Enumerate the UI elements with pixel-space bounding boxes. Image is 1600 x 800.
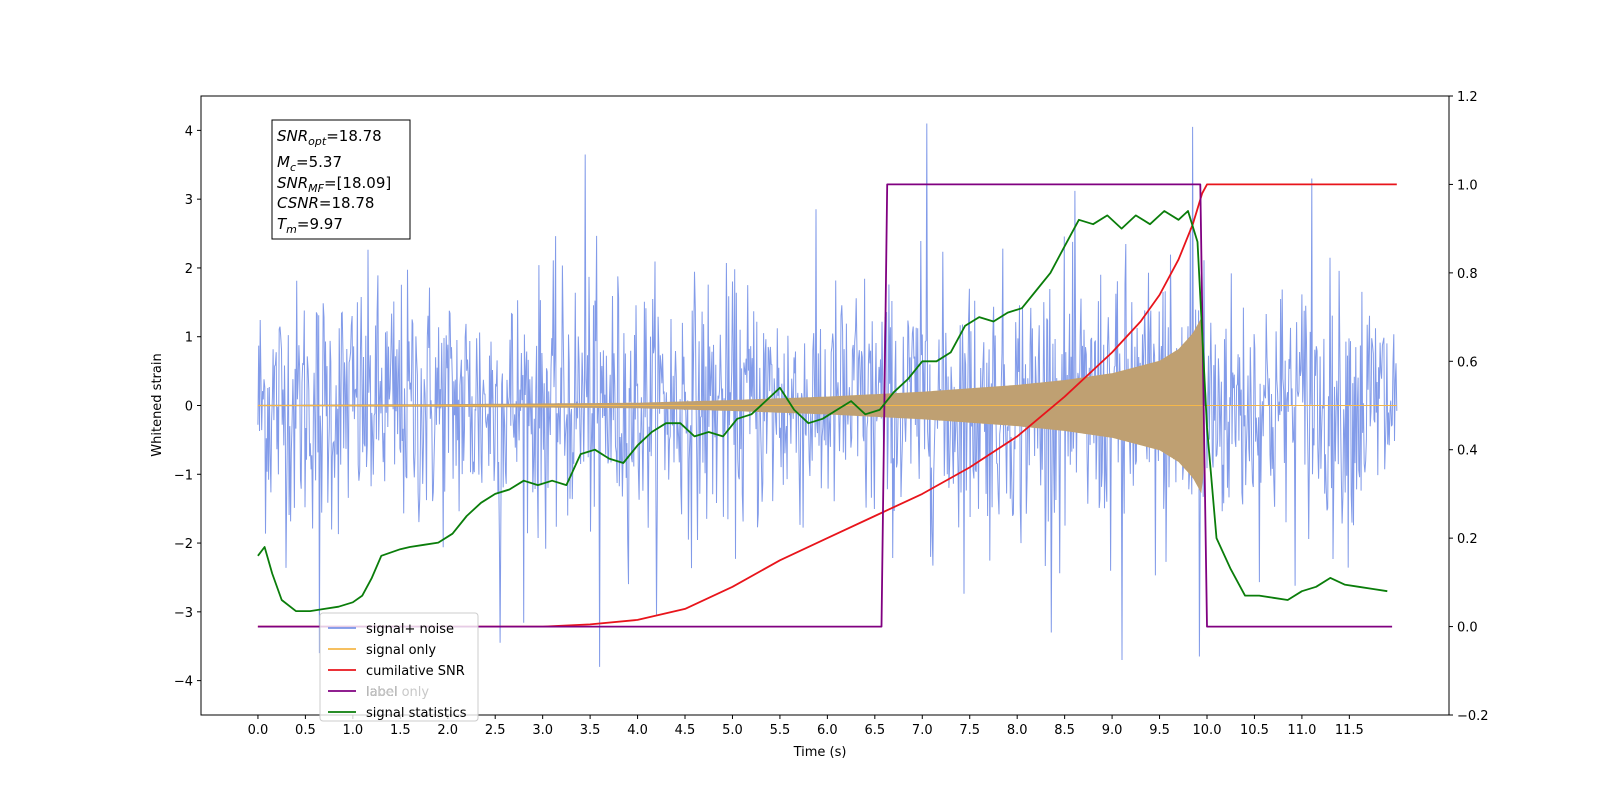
right-y-axis-ticks: 1.2 1.0 0.8 0.6 0.4 0.2 0.0 −0.2 — [1449, 90, 1489, 724]
x-tick-label: 3.5 — [580, 723, 601, 738]
left-y-axis-ticks: 4 3 2 1 0 −1 −2 −3 −4 — [174, 124, 201, 690]
left-y-tick-label: −1 — [174, 468, 193, 483]
x-tick-label: 9.5 — [1149, 723, 1170, 738]
x-tick-label: 4.0 — [627, 723, 648, 738]
legend-label: label — [366, 685, 397, 700]
x-tick-label: 6.0 — [817, 723, 838, 738]
right-y-tick-label: 1.0 — [1457, 178, 1478, 193]
x-tick-label: 2.5 — [485, 723, 506, 738]
legend-label: signal+ noise — [366, 622, 454, 637]
x-tick-label: 3.0 — [532, 723, 553, 738]
x-tick-label: 8.0 — [1007, 723, 1028, 738]
left-y-tick-label: −2 — [174, 537, 193, 552]
x-tick-label: 1.0 — [343, 723, 364, 738]
x-tick-label: 2.0 — [437, 723, 458, 738]
x-tick-label: 5.0 — [722, 723, 743, 738]
x-tick-label: 6.5 — [864, 723, 885, 738]
x-tick-label: 5.5 — [770, 723, 791, 738]
series-cumulative-snr — [257, 183, 1397, 628]
legend: signal+ noise signal only cumilative SNR la… — [319, 612, 479, 722]
data-layer — [257, 123, 1398, 667]
legend-label-ghost: label only — [366, 685, 429, 700]
annotation-snr-opt: SNRopt=18.78 — [277, 127, 382, 148]
series-signal-statistics — [257, 210, 1388, 612]
legend-label: signal only — [366, 643, 436, 658]
right-y-tick-label: 0.0 — [1457, 621, 1478, 636]
annotation-tm: Tm=9.97 — [277, 215, 343, 236]
x-tick-label: 1.5 — [390, 723, 411, 738]
x-axis-label: Time (s) — [793, 745, 847, 760]
left-y-tick-label: 1 — [185, 331, 193, 346]
left-y-tick-label: 3 — [185, 193, 193, 208]
right-y-tick-label: 0.6 — [1457, 355, 1478, 370]
annotation-snr-mf: SNRMF=[18.09] — [277, 174, 391, 195]
x-tick-label: 11.0 — [1287, 723, 1316, 738]
x-tick-label: 4.5 — [675, 723, 696, 738]
legend-frame — [319, 612, 479, 722]
left-y-tick-label: 4 — [185, 124, 193, 139]
left-y-tick-label: −4 — [174, 675, 193, 690]
left-y-tick-label: −3 — [174, 606, 193, 621]
right-y-tick-label: 0.4 — [1457, 444, 1478, 459]
right-y-tick-label: 1.2 — [1457, 90, 1478, 105]
x-tick-label: 7.5 — [959, 723, 980, 738]
x-axis-ticks: 0.0 0.5 1.0 1.5 2.0 2.5 3.0 3.5 4.0 4.5 5.0 5.5 6.0 6… — [248, 715, 1364, 738]
x-tick-label: 0.0 — [248, 723, 269, 738]
legend-label: cumilative SNR — [366, 664, 465, 679]
annotation-mc: Mc=5.37 — [277, 153, 342, 174]
x-tick-label: 9.0 — [1102, 723, 1123, 738]
right-y-tick-label: −0.2 — [1457, 709, 1489, 724]
x-tick-label: 0.5 — [295, 723, 316, 738]
legend-label: signal statistics — [366, 706, 467, 721]
right-y-tick-label: 0.2 — [1457, 532, 1478, 547]
x-tick-label: 10.5 — [1240, 723, 1269, 738]
left-y-tick-label: 2 — [185, 262, 193, 277]
left-y-axis-label: Whitened strain — [150, 353, 165, 456]
left-y-tick-label: 0 — [185, 400, 193, 415]
annotation-box: SNRopt=18.78 Mc=5.37 SNRMF=[18.09] CSNR=… — [271, 119, 411, 240]
x-tick-label: 7.0 — [912, 723, 933, 738]
x-tick-label: 10.0 — [1193, 723, 1222, 738]
x-tick-label: 11.5 — [1335, 723, 1364, 738]
x-tick-label: 8.5 — [1054, 723, 1075, 738]
right-y-tick-label: 0.8 — [1457, 267, 1478, 282]
annotation-csnr: CSNR=18.78 — [277, 194, 374, 212]
series-label — [257, 183, 1393, 628]
